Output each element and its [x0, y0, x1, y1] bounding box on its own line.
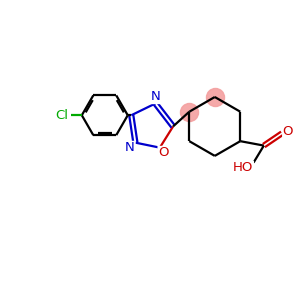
- Text: Cl: Cl: [55, 109, 68, 122]
- Text: N: N: [151, 91, 160, 103]
- Text: N: N: [125, 141, 135, 154]
- Text: O: O: [158, 146, 169, 159]
- Text: O: O: [283, 125, 293, 138]
- Text: HO: HO: [233, 161, 253, 175]
